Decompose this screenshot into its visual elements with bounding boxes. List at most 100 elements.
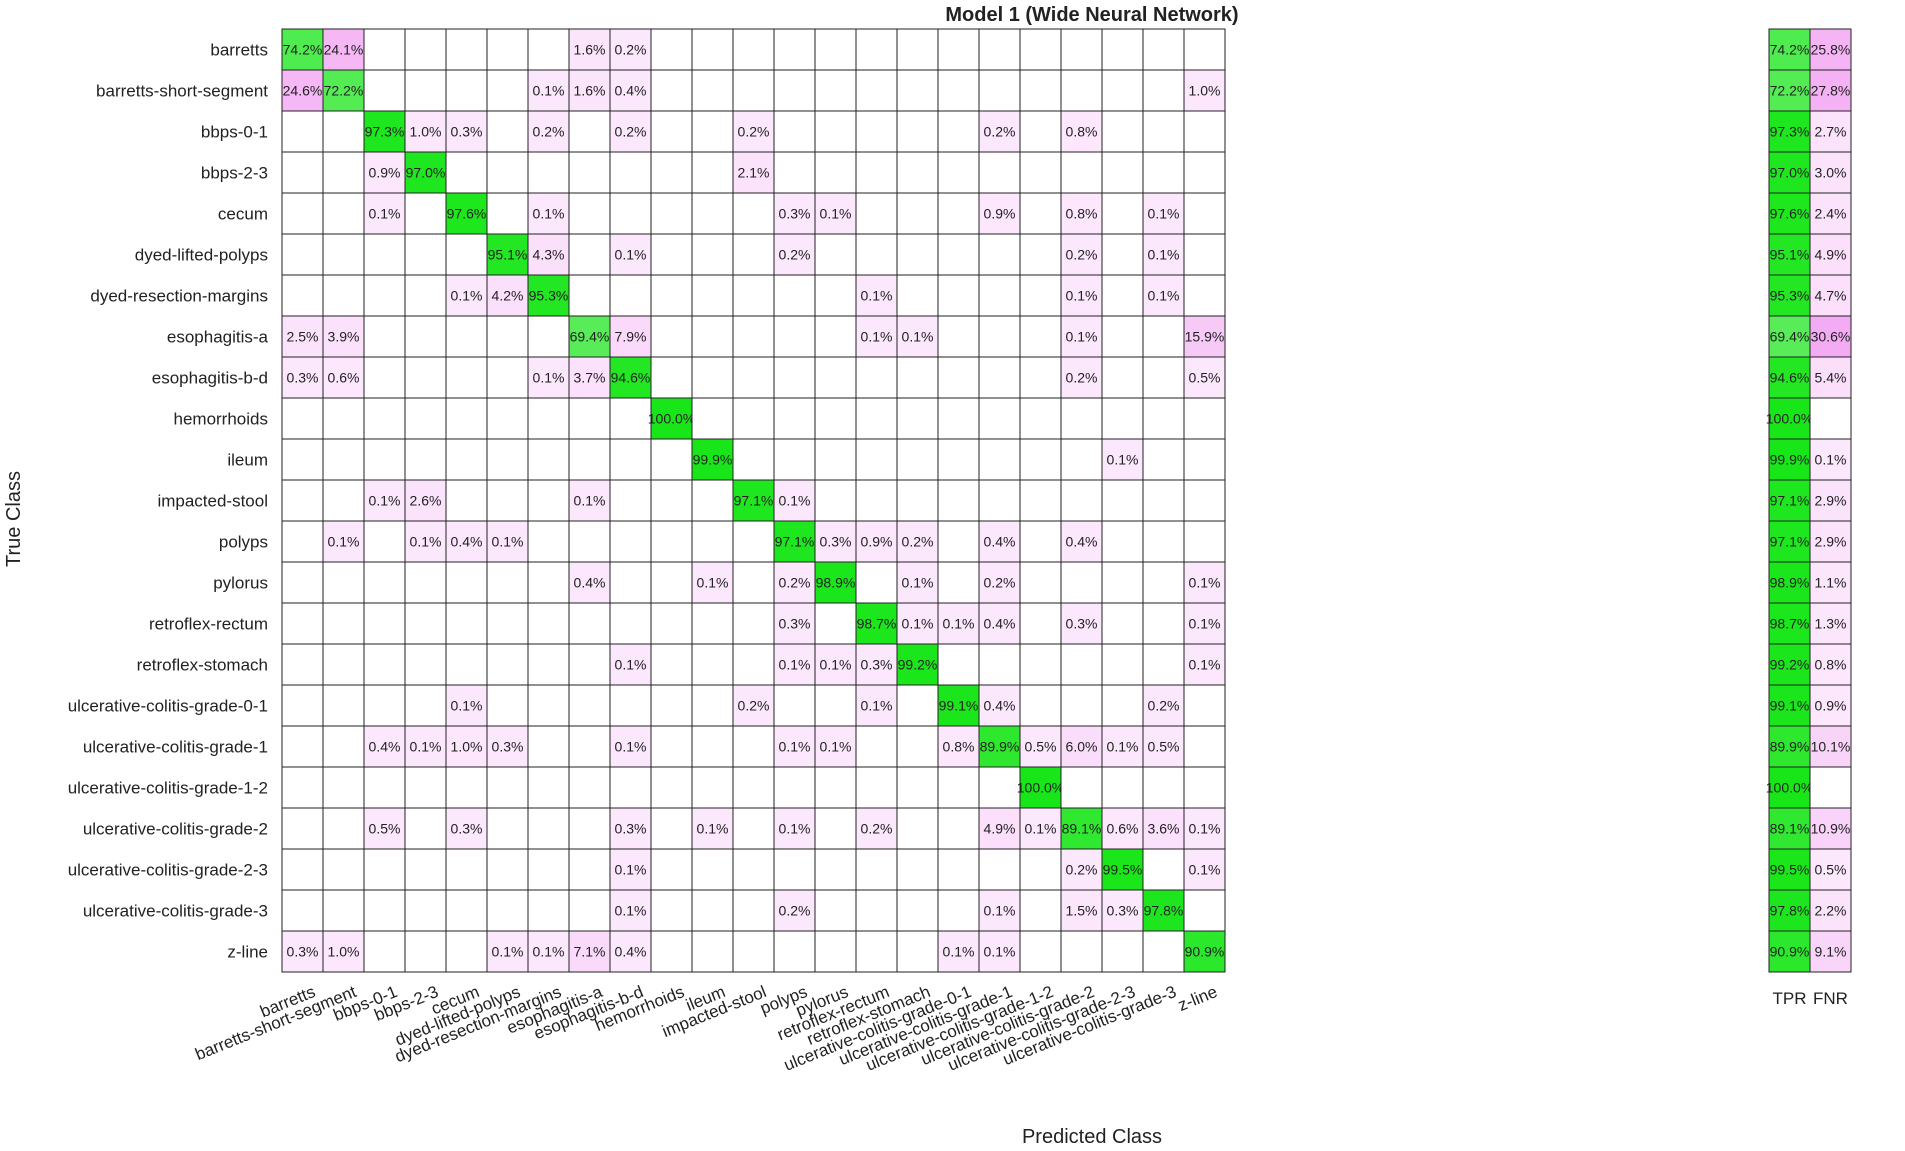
cell-background: [486, 561, 529, 604]
cell-background: [1142, 848, 1185, 891]
cell-background: [1809, 807, 1852, 850]
cell-background: [732, 561, 775, 604]
cell-value: 0.1%: [697, 575, 729, 591]
cell-background: [445, 643, 488, 686]
confusion-matrix: 74.2% 24.1% 1.6% 0.2% 24.6% 72.2% 0.1% 1.6% 0.4%…: [68, 28, 1226, 1075]
cell-bbps-0-1-predicted-esophagitis-a: [568, 110, 611, 153]
cell-bbps-2-3-predicted-z-line: [1183, 151, 1226, 194]
cell-background: [1768, 807, 1811, 850]
cell-ulcerative-colitis-grade-1-2-predicted-ulcerative-colitis-grade-2-3: [1101, 766, 1144, 809]
cell-value: 0.9%: [861, 534, 893, 550]
cell-barretts-short-segment-predicted-z-line: 1.0%: [1183, 69, 1226, 112]
cell-value: 0.1%: [779, 657, 811, 673]
cell-esophagitis-b-d-predicted-dyed-lifted-polyps: [486, 356, 529, 399]
cell-z-line-predicted-esophagitis-a: 7.1%: [568, 930, 611, 973]
cell-impacted-stool-predicted-dyed-resection-margins: [527, 479, 570, 522]
cell-retroflex-rectum-predicted-ulcerative-colitis-grade-0-1: 0.1%: [937, 602, 980, 645]
cell-retroflex-rectum-predicted-ulcerative-colitis-grade-1-2: [1019, 602, 1062, 645]
cell-ulcerative-colitis-grade-3-predicted-ulcerative-colitis-grade-2-3: 0.3%: [1101, 889, 1144, 932]
cell-background: [445, 602, 488, 645]
fnr-cell-ulcerative-colitis-grade-2: 10.9%: [1809, 807, 1852, 850]
cell-bbps-0-1-predicted-ulcerative-colitis-grade-1: 0.2%: [978, 110, 1021, 153]
cell-dyed-lifted-polyps-predicted-ulcerative-colitis-grade-1-2: [1019, 233, 1062, 276]
cell-value: 0.4%: [574, 575, 606, 591]
cell-background: [486, 643, 529, 686]
fnr-cell-ulcerative-colitis-grade-3: 2.2%: [1809, 889, 1852, 932]
cell-background: [732, 807, 775, 850]
cell-barretts-short-segment-predicted-ulcerative-colitis-grade-3: [1142, 69, 1185, 112]
cell-background: [1142, 438, 1185, 481]
cell-value: 9.1%: [1815, 944, 1847, 960]
cell-dyed-resection-margins-predicted-barretts-short-segment: [322, 274, 365, 317]
tpr-cell-ulcerative-colitis-grade-1: 89.9%: [1768, 725, 1811, 768]
cell-value: 0.1%: [369, 206, 401, 222]
cell-esophagitis-b-d-predicted-bbps-0-1: [363, 356, 406, 399]
cell-cecum-predicted-retroflex-stomach: [896, 192, 939, 235]
cell-ulcerative-colitis-grade-2-predicted-dyed-resection-margins: [527, 807, 570, 850]
cell-value: 1.0%: [410, 124, 442, 140]
cell-background: [609, 848, 652, 891]
cell-background: [1768, 684, 1811, 727]
cell-dyed-lifted-polyps-predicted-ulcerative-colitis-grade-1: [978, 233, 1021, 276]
cell-barretts-short-segment-predicted-barretts-short-segment: 72.2%: [322, 69, 365, 112]
cell-background: [814, 766, 857, 809]
cell-background: [527, 151, 570, 194]
cell-value: 0.1%: [615, 903, 647, 919]
fnr-cell-dyed-lifted-polyps: 4.9%: [1809, 233, 1852, 276]
cell-background: [404, 725, 447, 768]
cell-dyed-lifted-polyps-predicted-retroflex-rectum: [855, 233, 898, 276]
cell-background: [1019, 356, 1062, 399]
cell-background: [527, 397, 570, 440]
cell-value: 0.3%: [861, 657, 893, 673]
tpr-cell-retroflex-stomach: 99.2%: [1768, 643, 1811, 686]
cell-impacted-stool-predicted-bbps-2-3: 2.6%: [404, 479, 447, 522]
cell-impacted-stool-predicted-esophagitis-b-d: [609, 479, 652, 522]
cell-ulcerative-colitis-grade-1-predicted-ulcerative-colitis-grade-1: 89.9%: [978, 725, 1021, 768]
cell-value: 69.4%: [1770, 329, 1810, 345]
cell-ulcerative-colitis-grade-0-1-predicted-dyed-resection-margins: [527, 684, 570, 727]
cell-background: [937, 889, 980, 932]
cell-impacted-stool-predicted-ulcerative-colitis-grade-1-2: [1019, 479, 1062, 522]
cell-value: 99.1%: [939, 698, 979, 714]
cell-background: [896, 110, 939, 153]
cell-z-line-predicted-barretts-short-segment: 1.0%: [322, 930, 365, 973]
cell-background: [978, 110, 1021, 153]
cell-background: [568, 684, 611, 727]
cell-dyed-lifted-polyps-predicted-retroflex-stomach: [896, 233, 939, 276]
cell-esophagitis-b-d-predicted-dyed-resection-margins: 0.1%: [527, 356, 570, 399]
cell-barretts-predicted-ulcerative-colitis-grade-3: [1142, 28, 1185, 71]
cell-ileum-predicted-ulcerative-colitis-grade-3: [1142, 438, 1185, 481]
cell-ulcerative-colitis-grade-2-predicted-bbps-2-3: [404, 807, 447, 850]
cell-background: [527, 233, 570, 276]
cell-ulcerative-colitis-grade-3-predicted-bbps-0-1: [363, 889, 406, 932]
cell-ulcerative-colitis-grade-0-1-predicted-ulcerative-colitis-grade-1: 0.4%: [978, 684, 1021, 727]
cell-retroflex-stomach-predicted-ulcerative-colitis-grade-3: [1142, 643, 1185, 686]
cell-background: [691, 848, 734, 891]
cell-background: [404, 233, 447, 276]
cell-barretts-predicted-ulcerative-colitis-grade-0-1: [937, 28, 980, 71]
cell-background: [978, 397, 1021, 440]
cell-dyed-lifted-polyps-predicted-dyed-lifted-polyps: 95.1%: [486, 233, 529, 276]
cell-ileum-predicted-dyed-lifted-polyps: [486, 438, 529, 481]
cell-pylorus-predicted-barretts-short-segment: [322, 561, 365, 604]
cell-value: 0.1%: [820, 657, 852, 673]
cell-background: [1101, 684, 1144, 727]
cell-z-line-predicted-ulcerative-colitis-grade-2-3: [1101, 930, 1144, 973]
cell-background: [1809, 69, 1852, 112]
cell-background: [486, 479, 529, 522]
cell-esophagitis-a-predicted-ulcerative-colitis-grade-3: [1142, 315, 1185, 358]
chart-title: Model 1 (Wide Neural Network): [945, 4, 1238, 26]
cell-background: [445, 28, 488, 71]
cell-background: [1183, 233, 1226, 276]
cell-background: [1768, 151, 1811, 194]
cell-background: [322, 151, 365, 194]
cell-background: [937, 520, 980, 563]
cell-background: [404, 520, 447, 563]
cell-retroflex-rectum-predicted-esophagitis-b-d: [609, 602, 652, 645]
cell-esophagitis-a-predicted-ulcerative-colitis-grade-2: 0.1%: [1060, 315, 1103, 358]
cell-ulcerative-colitis-grade-1-predicted-polyps: 0.1%: [773, 725, 816, 768]
cell-background: [363, 151, 406, 194]
cell-background: [445, 151, 488, 194]
cell-ulcerative-colitis-grade-0-1-predicted-impacted-stool: 0.2%: [732, 684, 775, 727]
cell-background: [978, 233, 1021, 276]
